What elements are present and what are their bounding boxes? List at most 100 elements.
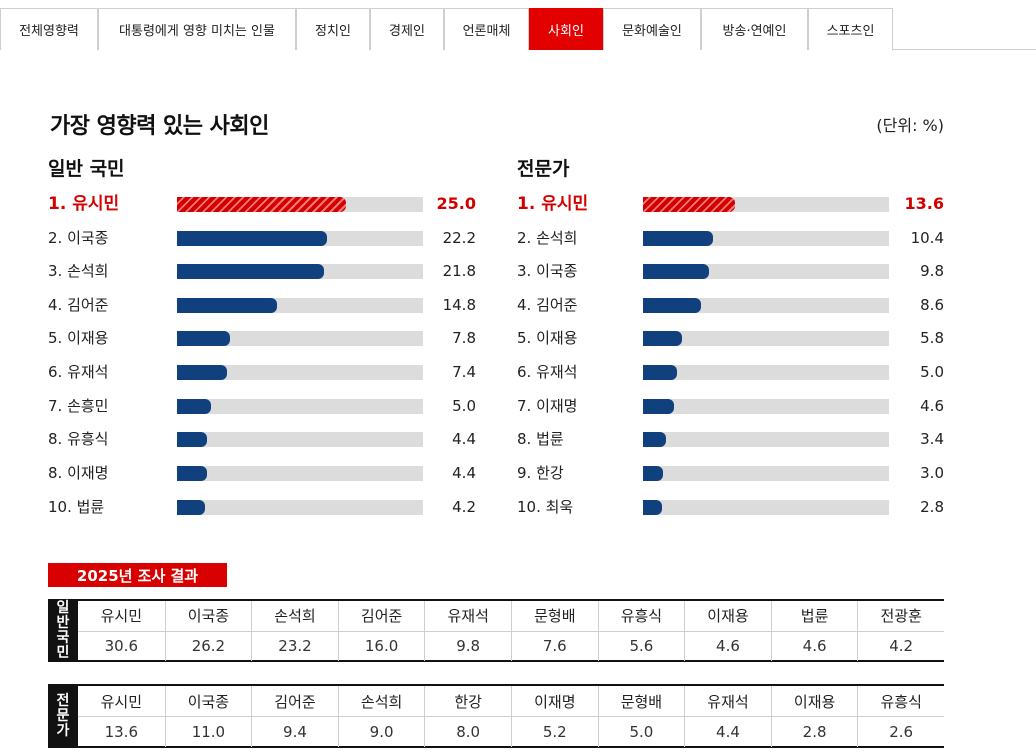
- rank-name: 2. 손석희: [517, 229, 578, 247]
- rank-row: 7. 이재명 4.6: [517, 395, 944, 417]
- bar-track: [643, 466, 889, 481]
- bar-fill: [643, 231, 714, 246]
- rank-row: 7. 손흥민 5.0: [48, 395, 476, 417]
- results-value-cell: 5.2: [511, 717, 598, 747]
- bar-track: [643, 399, 889, 414]
- panel-title-experts: 전문가: [517, 158, 570, 180]
- tab-all-influence[interactable]: 전체영향력: [0, 8, 98, 50]
- bar-track: [177, 466, 423, 481]
- bar-track: [177, 331, 423, 346]
- bar-fill: [177, 365, 228, 380]
- rank-value: 10.4: [910, 229, 944, 247]
- rank-value: 14.8: [442, 296, 476, 314]
- rank-row: 4. 김어준 14.8: [48, 294, 476, 316]
- results-value-cell: 16.0: [337, 631, 425, 661]
- results-name-cell: 유흥식: [597, 601, 685, 631]
- rank-value: 22.2: [442, 229, 476, 247]
- bar-fill: [177, 432, 207, 447]
- bar-fill: [643, 264, 710, 279]
- results-value-cell: 9.0: [337, 717, 425, 747]
- results-name-cell: 유재석: [684, 686, 771, 716]
- results-name-cell: 유흥식: [857, 686, 944, 716]
- rank-name: 10. 최욱: [517, 498, 574, 516]
- bar-track: [177, 197, 423, 212]
- results-name-cell: 한강: [424, 686, 511, 716]
- category-tabs: 전체영향력 대통령에게 영향 미치는 인물 정치인 경제인 언론매체 사회인 문화예술인 방송…: [0, 8, 1036, 50]
- rank-row: 8. 이재명 4.4: [48, 462, 476, 484]
- results-value-cell: 4.6: [770, 631, 858, 661]
- tab-media[interactable]: 언론매체: [444, 8, 529, 50]
- bar-track: [177, 231, 423, 246]
- rank-value: 13.6: [904, 194, 944, 213]
- rank-row: 5. 이재용 7.8: [48, 327, 476, 349]
- tab-president-influence[interactable]: 대통령에게 영향 미치는 인물: [98, 8, 296, 50]
- bar-track: [643, 500, 889, 515]
- results-value-cell: 23.2: [251, 631, 338, 661]
- bar-fill: [643, 331, 683, 346]
- results-table-general-public: 일 반 국 민 유시민 30.6 이국종 26.2 손석희 23.2 김어준 16.0 유재석 9.8 문형…: [48, 599, 944, 662]
- results-name-cell: 손석희: [251, 601, 338, 631]
- bar-track: [177, 365, 423, 380]
- tab-broadcast-entertainment[interactable]: 방송·연예인: [701, 8, 808, 50]
- results-value-cell: 30.6: [104, 637, 138, 656]
- rank-name: 3. 이국종: [517, 262, 578, 280]
- results-name-cell: 이재용: [684, 601, 771, 631]
- results-name-cell: 전광훈: [857, 601, 944, 631]
- rank-row: 1. 유시민 13.6: [517, 193, 944, 215]
- panel-title-general-public: 일반 국민: [48, 158, 125, 180]
- results-value-cell: 4.2: [857, 631, 944, 661]
- bar-fill: [177, 331, 230, 346]
- results-value-cell: 8.0: [424, 717, 511, 747]
- tab-culture-arts[interactable]: 문화예술인: [603, 8, 701, 50]
- rank-name: 8. 유흥식: [48, 430, 109, 448]
- rank-name: 5. 이재용: [48, 329, 109, 347]
- bar-track: [177, 298, 423, 313]
- results-2025-label: 2025년 조사 결과: [48, 563, 227, 587]
- rank-name: 4. 김어준: [517, 296, 578, 314]
- bar-fill: [643, 365, 677, 380]
- rank-value: 2.8: [920, 498, 944, 516]
- rank-row: 8. 법륜 3.4: [517, 428, 944, 450]
- row-divider: [78, 630, 944, 632]
- rank-value: 3.0: [920, 464, 944, 482]
- results-name-cell: 이국종: [164, 686, 252, 716]
- bar-fill: [643, 466, 664, 481]
- results-name-cell: 김어준: [251, 686, 338, 716]
- tab-sports[interactable]: 스포츠인: [808, 8, 893, 50]
- tab-politicians[interactable]: 정치인: [296, 8, 370, 50]
- results-value-cell: 5.0: [597, 717, 685, 747]
- rank-row: 10. 최욱 2.8: [517, 496, 944, 518]
- bar-track: [643, 432, 889, 447]
- rank-name: 8. 법륜: [517, 430, 564, 448]
- rank-value: 8.6: [920, 296, 944, 314]
- bar-track: [643, 298, 889, 313]
- rank-row: 9. 한강 3.0: [517, 462, 944, 484]
- rank-name: 8. 이재명: [48, 464, 109, 482]
- results-name-cell: 문형배: [511, 601, 598, 631]
- results-value-cell: 7.6: [511, 631, 598, 661]
- rank-value: 5.0: [920, 363, 944, 381]
- rank-value: 7.4: [452, 363, 476, 381]
- results-value-cell: 2.6: [857, 717, 944, 747]
- row-divider: [78, 716, 944, 717]
- results-name-cell: 김어준: [337, 601, 425, 631]
- rank-row: 8. 유흥식 4.4: [48, 428, 476, 450]
- bar-fill: [177, 231, 328, 246]
- bar-fill: [177, 500, 206, 515]
- rank-row: 1. 유시민 25.0: [48, 193, 476, 215]
- rank-name: 6. 유재석: [48, 363, 109, 381]
- bar-track: [177, 399, 423, 414]
- rank-name: 2. 이국종: [48, 229, 109, 247]
- results-name-cell: 손석희: [337, 686, 425, 716]
- results-value-cell: 4.4: [684, 717, 771, 747]
- results-value-cell: 9.4: [251, 717, 338, 747]
- tab-business[interactable]: 경제인: [370, 8, 444, 50]
- rank-value: 5.8: [920, 329, 944, 347]
- rank-value: 4.4: [452, 430, 476, 448]
- tab-society[interactable]: 사회인: [529, 8, 603, 50]
- bar-fill: [177, 197, 347, 212]
- rank-name: 1. 유시민: [48, 194, 120, 214]
- results-name-cell: 유재석: [424, 601, 511, 631]
- results-value-cell: 4.6: [684, 631, 771, 661]
